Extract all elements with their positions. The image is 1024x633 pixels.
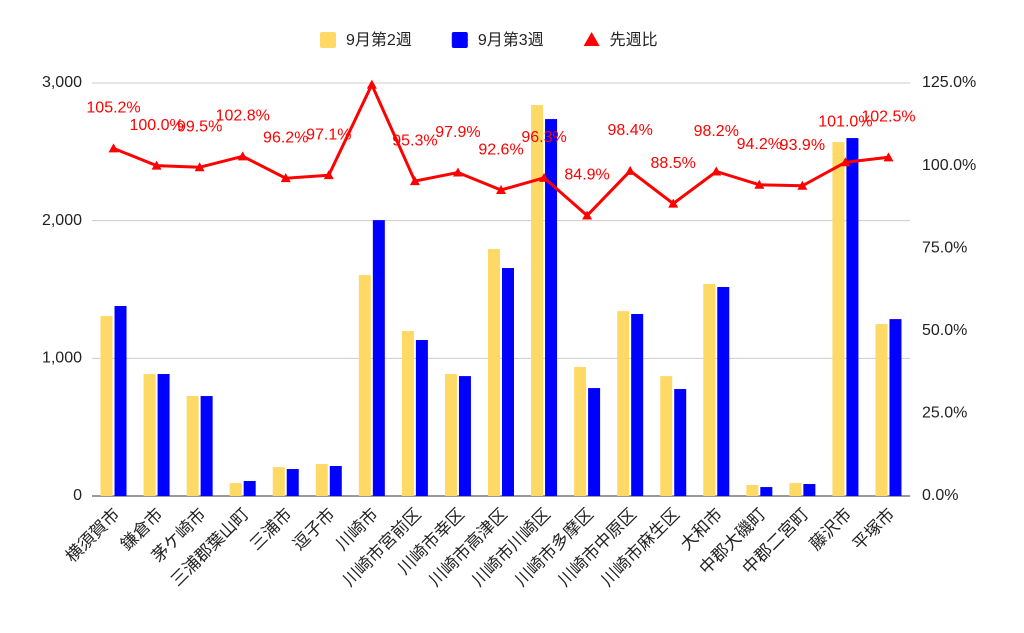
x-tick-label: 藤沢市: [806, 505, 855, 554]
line-marker: [366, 79, 377, 89]
line-marker: [323, 170, 334, 180]
y2-tick-label: 50.0%: [922, 322, 967, 339]
line-marker: [151, 160, 162, 170]
bar: [803, 484, 816, 496]
y-tick-label: 2,000: [42, 212, 82, 229]
line-marker: [625, 165, 636, 175]
line-marker: [108, 143, 119, 153]
y-tick-label: 1,000: [42, 350, 82, 367]
data-label: 94.2%: [737, 136, 782, 153]
y2-tick-label: 0.0%: [922, 487, 958, 504]
line-marker: [668, 198, 679, 208]
line-marker: [711, 166, 722, 176]
bar: [315, 464, 328, 496]
bar: [358, 275, 371, 496]
bar: [444, 374, 457, 496]
data-label: 105.2%: [86, 100, 140, 117]
bar: [875, 324, 888, 496]
y2-tick-label: 100.0%: [922, 157, 976, 174]
legend-label: 先週比: [610, 31, 658, 49]
bar: [660, 376, 673, 496]
line-marker: [754, 179, 765, 189]
bar: [157, 374, 170, 496]
data-label: 88.5%: [651, 155, 696, 172]
bar: [401, 331, 414, 496]
legend-label: 9月第2週: [346, 31, 412, 49]
bar: [502, 268, 514, 496]
bar: [617, 311, 630, 496]
line-marker: [797, 180, 808, 190]
bar: [832, 142, 845, 496]
line-marker: [582, 210, 593, 220]
line-marker: [409, 176, 420, 186]
bar: [114, 306, 127, 496]
x-tick-label: 横須賀市: [62, 505, 124, 567]
line-marker: [883, 152, 894, 162]
line-marker: [840, 157, 851, 167]
bar: [574, 367, 587, 496]
bar: [272, 467, 285, 496]
bar: [372, 220, 385, 496]
data-label: 96.2%: [263, 129, 308, 146]
bar: [746, 484, 759, 496]
data-label: 96.3%: [521, 129, 566, 146]
bar: [458, 376, 471, 496]
data-label: 102.5%: [861, 109, 915, 126]
x-tick-label: 三浦市: [246, 505, 295, 554]
bar: [143, 374, 156, 496]
bar: [717, 287, 730, 496]
bar: [760, 487, 773, 496]
legend-label: 9月第3週: [478, 31, 544, 49]
bar: [229, 483, 242, 496]
bar: [631, 314, 644, 496]
bar: [531, 105, 544, 496]
data-label: 101.0%: [818, 114, 872, 131]
bar: [200, 396, 213, 496]
bar: [329, 465, 342, 496]
y2-tick-label: 75.0%: [922, 239, 967, 256]
bar: [703, 283, 716, 496]
line-marker: [539, 172, 550, 182]
data-label: 100.0%: [129, 117, 183, 134]
x-tick-label: 平塚市: [849, 505, 898, 554]
y2-tick-label: 125.0%: [922, 74, 976, 91]
bar: [545, 119, 558, 496]
data-label: 97.1%: [306, 126, 351, 143]
bar: [243, 480, 256, 496]
data-label: 98.4%: [607, 122, 652, 139]
data-label: 84.9%: [564, 167, 609, 184]
line-marker: [452, 167, 463, 177]
legend-swatch: [583, 32, 600, 46]
bar: [415, 340, 428, 496]
data-label: 102.8%: [216, 108, 270, 125]
bar: [186, 396, 199, 496]
y-tick-label: 3,000: [42, 74, 82, 91]
line-marker: [280, 173, 291, 183]
bar: [100, 316, 113, 496]
data-label: 95.3%: [392, 132, 437, 149]
line-marker: [194, 162, 205, 172]
legend-swatch: [451, 32, 468, 48]
x-tick-label: 逗子市: [289, 505, 338, 554]
bar: [674, 389, 687, 496]
bar: [488, 249, 500, 496]
data-label: 97.9%: [435, 124, 480, 141]
data-label: 99.5%: [177, 118, 222, 135]
line-marker: [496, 185, 506, 195]
bar: [789, 483, 802, 496]
bar: [889, 319, 902, 496]
legend-swatch: [320, 32, 336, 48]
bar: [286, 469, 299, 496]
y-tick-label: 0: [73, 487, 82, 504]
bar: [846, 138, 859, 497]
data-label: 93.9%: [780, 137, 825, 154]
data-label: 98.2%: [694, 123, 739, 140]
y2-tick-label: 25.0%: [922, 405, 967, 422]
line-marker: [237, 151, 248, 161]
data-label: 92.6%: [478, 141, 523, 158]
bar: [588, 388, 601, 496]
